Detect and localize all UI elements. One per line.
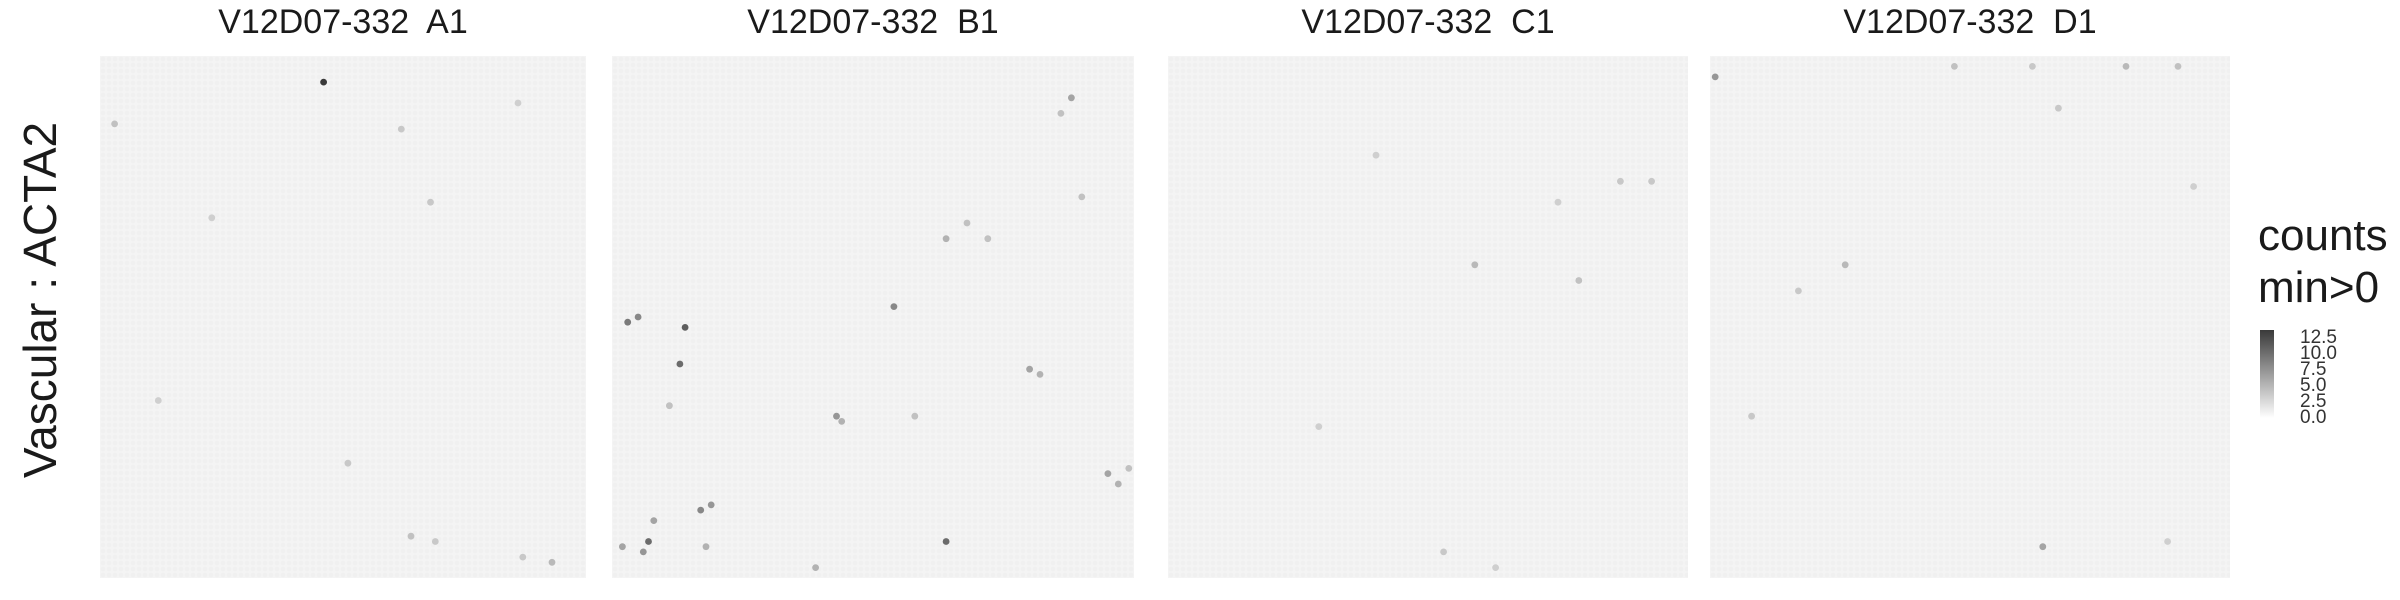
spot-b1-2 [1078, 193, 1086, 201]
legend-tick-2-5: 2.5 [2300, 391, 2327, 412]
panel-b1 [612, 56, 1134, 578]
spot-a1-2 [397, 125, 405, 133]
spot-b1-13 [833, 412, 840, 420]
spot-b1-22 [645, 538, 652, 545]
spot-d1-9 [2039, 543, 2047, 551]
tissue-area-b1 [612, 56, 1134, 578]
panel-a1 [100, 56, 586, 578]
spot-a1-7 [344, 459, 352, 467]
spot-b1-9 [676, 360, 684, 368]
spot-c1-6 [1315, 423, 1323, 430]
spot-a1-3 [208, 214, 216, 222]
spot-d1-7 [1795, 287, 1802, 295]
spot-b1-26 [942, 538, 950, 545]
spot-a1-4 [427, 198, 434, 206]
legend-colorbar [2260, 330, 2274, 418]
panel-title-d1: V12D07-332 D1 [1843, 3, 2097, 41]
panel-title-a1: V12D07-332 A1 [218, 3, 468, 41]
spot-b1-21 [707, 501, 715, 509]
spot-b1-3 [963, 219, 971, 227]
spot-d1-2 [2029, 63, 2036, 70]
spot-c1-1 [1575, 277, 1583, 284]
legend-tick-7-5: 7.5 [2300, 359, 2327, 380]
spot-b1-27 [812, 564, 819, 571]
spot-b1-16 [911, 412, 919, 420]
spot-b1-18 [1114, 480, 1122, 488]
spot-d1-5 [2055, 104, 2062, 112]
panel-d1 [1710, 56, 2230, 578]
spot-b1-1 [1057, 110, 1065, 117]
spot-c1-8 [1492, 564, 1499, 571]
spot-d1-4 [2174, 63, 2182, 70]
panel-c1 [1168, 56, 1688, 578]
spot-b1-15 [666, 402, 673, 410]
spot-b1-0 [1068, 94, 1075, 102]
spot-b1-19 [1125, 465, 1133, 472]
spot-b1-5 [984, 235, 992, 243]
spot-d1-0 [1711, 73, 1719, 81]
legend-tick-5-0: 5.0 [2300, 375, 2327, 396]
spot-d1-11 [2190, 183, 2197, 190]
spot-c1-3 [1648, 177, 1655, 185]
spot-b1-7 [634, 313, 642, 321]
tissue-area-a1 [100, 56, 586, 578]
spot-c1-0 [1471, 261, 1479, 269]
spot-d1-10 [2164, 538, 2171, 545]
spot-b1-23 [619, 543, 626, 551]
spot-a1-8 [407, 532, 415, 540]
spot-b1-6 [624, 318, 632, 326]
tissue-area-c1 [1168, 56, 1688, 578]
spot-b1-28 [650, 517, 658, 524]
panel-title-b1: V12D07-332 B1 [747, 3, 999, 41]
spot-c1-5 [1554, 198, 1562, 206]
panel-title-c1: V12D07-332 C1 [1301, 3, 1555, 41]
spot-b1-11 [1026, 365, 1033, 373]
row-label-text: Vascular : ACTA2 [14, 121, 66, 479]
spot-a1-6 [154, 397, 162, 404]
spot-d1-3 [2122, 63, 2130, 70]
spot-c1-7 [1440, 548, 1447, 556]
spot-d1-8 [1748, 412, 1755, 420]
spot-b1-12 [1036, 371, 1044, 378]
legend-tick-10-0: 10.0 [2300, 343, 2337, 364]
spot-b1-8 [681, 324, 689, 331]
spot-a1-9 [431, 538, 439, 545]
spot-b1-14 [838, 418, 846, 425]
spot-b1-25 [702, 543, 710, 551]
spot-a1-1 [111, 120, 118, 128]
spot-c1-2 [1617, 177, 1624, 185]
row-label: Vascular : ACTA2 [0, 0, 80, 600]
spot-b1-20 [697, 506, 705, 514]
legend-tick-12-5: 12.5 [2300, 327, 2337, 348]
tissue-area-d1 [1710, 56, 2230, 578]
spot-a1-0 [320, 78, 327, 86]
spot-b1-24 [639, 548, 647, 556]
spot-b1-17 [1104, 470, 1112, 477]
spot-b1-10 [890, 303, 898, 310]
spot-d1-6 [1841, 261, 1849, 269]
spot-d1-1 [1951, 63, 1958, 70]
legend-title-line1: counts [2258, 211, 2388, 260]
spot-b1-4 [942, 235, 950, 243]
spot-c1-4 [1372, 151, 1380, 159]
legend-tick-0-0: 0.0 [2300, 407, 2327, 428]
spot-a1-11 [548, 558, 556, 566]
spot-a1-10 [519, 553, 527, 561]
spot-a1-5 [514, 99, 522, 107]
legend-title-line2: min>0 [2258, 263, 2380, 312]
